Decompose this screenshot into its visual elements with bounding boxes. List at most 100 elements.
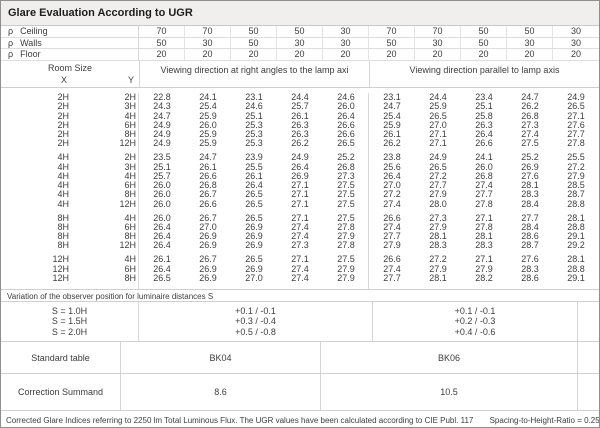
ugr-value-cell: 26.5 (245, 254, 263, 265)
ugr-value-cell: 27.7 (429, 180, 447, 191)
ugr-value-cell: 27.5 (337, 189, 355, 200)
ugr-value-cell: 26.7 (199, 254, 217, 265)
ugr-value-cell: 26.5 (245, 198, 263, 209)
room-x-cell: 4H (57, 170, 69, 181)
ugr-value-cell: 26.8 (475, 170, 493, 181)
ugr-value-cell: 25.6 (383, 161, 401, 172)
ugr-value-cell: 26.9 (291, 170, 309, 181)
ugr-value-cell: 26.5 (567, 101, 585, 112)
ugr-value-cell: 28.0 (429, 198, 447, 209)
s-variation-right-angles-column: +0.1 / -0.1 +0.3 / -0.4 +0.5 / -0.8 (139, 302, 373, 341)
reflectance-value: 20 (139, 49, 185, 61)
ugr-value-cell: 25.5 (245, 161, 263, 172)
ugr-value-cell: 27.4 (475, 180, 493, 191)
room-x-cell: 4H (57, 198, 69, 209)
ugr-value-cell: 28.1 (475, 231, 493, 242)
ugr-value-cell: 24.7 (199, 152, 217, 163)
ugr-value-cell: 24.6 (337, 92, 355, 102)
ugr-value-cell: 26.0 (153, 212, 171, 223)
reflectance-value: 50 (461, 26, 507, 38)
room-y-cell: 12H (119, 138, 136, 149)
ugr-value-cell: 27.4 (383, 221, 401, 232)
s-distance-label: S = 1.5H (51, 316, 88, 327)
ugr-value-cell: 27.0 (383, 180, 401, 191)
ugr-value-cell: 27.9 (429, 221, 447, 232)
reflectance-row-label: ρ Ceiling (1, 26, 139, 38)
room-y-cell: 6H (124, 180, 136, 191)
ugr-value-cell: 27.1 (475, 254, 493, 265)
ugr-value-cell: 27.1 (291, 198, 309, 209)
ugr-value-cell: 27.3 (291, 240, 309, 251)
reflectance-surface-name: Walls (20, 37, 42, 48)
ugr-value-cell: 26.0 (475, 161, 493, 172)
ugr-value-cell: 26.6 (383, 254, 401, 265)
ugr-value-cell: 25.1 (245, 110, 263, 121)
reflectance-value: 70 (415, 26, 461, 38)
ugr-value-cell: 26.1 (383, 129, 401, 140)
ugr-value-cell: 23.5 (153, 152, 171, 163)
ugr-value-cell: 26.5 (429, 110, 447, 121)
y-column-header: Y (127, 75, 134, 85)
room-x-cell: 2H (57, 92, 69, 102)
ugr-value-cell: 27.3 (337, 170, 355, 181)
reflectance-value: 50 (231, 37, 277, 50)
s-variation-value-right: +0.4 / -0.6 (454, 326, 496, 337)
ugr-value-cell: 25.2 (521, 152, 539, 163)
s-variation-parallel-column: +0.1 / -0.1 +0.2 / -0.3 +0.4 / -0.6 (373, 302, 578, 341)
room-size-label: Room Size (47, 63, 92, 73)
ugr-value-cell: 26.8 (337, 161, 355, 172)
room-x-cell: 2H (57, 119, 69, 130)
room-x-cell: 4H (57, 161, 69, 172)
reflectance-table: ρ Ceiling 70 70 50 50 30 70 70 50 50 30 ρ Walls 50 30 50… (1, 26, 599, 61)
reflectance-value: 30 (185, 37, 231, 50)
ugr-value-cell: 27.2 (429, 254, 447, 265)
room-y-cell: 8H (124, 189, 136, 200)
reflectance-value: 20 (461, 49, 507, 61)
ugr-value-cell: 27.1 (429, 138, 447, 149)
ugr-value-cell: 26.9 (521, 161, 539, 172)
ugr-value-cell: 28.7 (521, 240, 539, 251)
s-distance-label: S = 1.0H (51, 306, 88, 316)
ugr-value-cell: 28.1 (521, 180, 539, 191)
room-x-cell: 4H (57, 180, 69, 191)
ugr-value-cell: 23.9 (245, 152, 263, 163)
empty-cell (578, 374, 599, 410)
room-x-cell: 12H (52, 272, 69, 283)
ugr-value-cell: 25.4 (199, 101, 217, 112)
s-variation-value-left: +0.5 / -0.8 (235, 326, 276, 337)
ugr-value-cell: 26.9 (245, 221, 263, 232)
room-y-cell: 4H (124, 254, 136, 265)
ugr-value-cell: 27.9 (337, 231, 355, 242)
room-y-cell: 2H (124, 92, 136, 102)
ugr-value-cell: 24.9 (567, 92, 585, 102)
ugr-value-cell: 26.4 (245, 180, 263, 191)
empty-cell (578, 302, 599, 341)
page-title: Glare Evaluation According to UGR (1, 1, 599, 26)
reflectance-value: 70 (139, 26, 185, 38)
ugr-value-cell: 23.1 (245, 92, 263, 102)
ugr-value-cell: 26.4 (153, 231, 171, 242)
room-y-cell: 3H (124, 101, 136, 112)
ugr-block: 12H 4H 26.1 26.7 26.5 27.1 27.5 26.6 27.2 27.1 27.… (1, 254, 599, 283)
room-y-cell: 4H (124, 110, 136, 121)
ugr-value-cell: 27.1 (475, 212, 493, 223)
parallel-group-header: Viewing direction parallel to lamp axis (369, 61, 599, 87)
empty-cell (578, 342, 599, 373)
room-x-cell: 2H (57, 110, 69, 121)
reflectance-value: 20 (231, 49, 277, 61)
ugr-value-cell: 27.1 (429, 129, 447, 140)
ugr-value-cell: 27.8 (475, 198, 493, 209)
room-x-cell: 4H (57, 152, 69, 163)
reflectance-value: 30 (415, 37, 461, 50)
ugr-value-cell: 27.8 (475, 221, 493, 232)
ugr-value-cell: 27.9 (475, 263, 493, 274)
ugr-value-cell: 27.6 (521, 254, 539, 265)
ugr-value-cell: 26.8 (199, 180, 217, 191)
ugr-value-cell: 28.1 (429, 272, 447, 283)
s-variation-value-left: +0.3 / -0.4 (235, 316, 276, 327)
ugr-value-cell: 25.7 (291, 101, 309, 112)
ugr-value-cell: 28.3 (521, 263, 539, 274)
ugr-value-cell: 26.4 (291, 161, 309, 172)
rho-symbol: ρ (8, 26, 14, 37)
ugr-value-cell: 27.0 (429, 119, 447, 130)
